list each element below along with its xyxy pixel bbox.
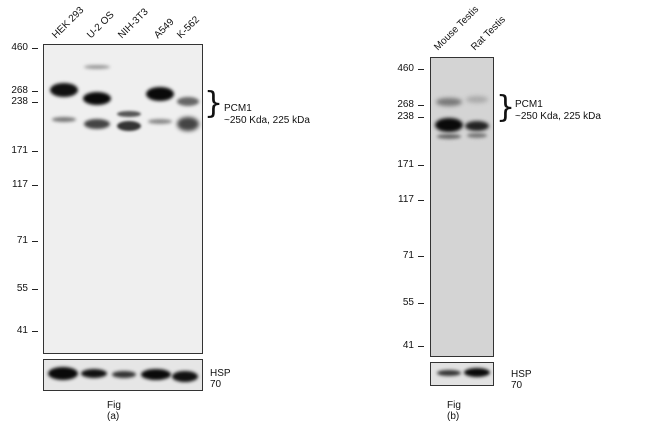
lane-label-a549: A549	[152, 16, 177, 41]
band	[112, 371, 136, 378]
blot-a-main	[43, 44, 203, 354]
band	[146, 87, 174, 101]
lane-label-u2os: U-2 OS	[85, 9, 117, 41]
band	[141, 369, 171, 380]
control-label-b: HSP 70	[511, 369, 532, 391]
band	[52, 117, 76, 122]
band	[117, 121, 141, 131]
band	[48, 367, 78, 380]
target-size-b: ~250 Kda, 225 kDa	[515, 111, 601, 122]
lane-label-k562: K-562	[175, 14, 202, 41]
blot-a-control	[43, 359, 203, 391]
band	[177, 117, 199, 131]
lane-label-rat-testis: Rat Testis	[469, 14, 508, 54]
band	[466, 96, 488, 103]
lane-label-nih3t3: NIH-3T3	[116, 6, 151, 41]
target-name-a: PCM1	[224, 103, 252, 114]
band	[172, 371, 198, 382]
blot-b-main	[430, 57, 494, 357]
band	[50, 83, 78, 97]
band	[464, 368, 490, 377]
band	[437, 134, 461, 139]
control-label-a: HSP 70	[210, 368, 231, 390]
target-name-b: PCM1	[515, 99, 543, 110]
band	[117, 111, 141, 117]
lane-label-hek293: HEK 293	[50, 4, 87, 41]
caption-a: Fig (a)	[107, 400, 121, 422]
blot-b-control	[430, 362, 494, 386]
band	[84, 119, 110, 129]
band	[81, 369, 107, 378]
band	[436, 98, 462, 106]
band	[465, 121, 489, 131]
band	[435, 118, 463, 132]
band	[84, 65, 110, 69]
band	[437, 370, 461, 376]
caption-b: Fig (b)	[447, 400, 461, 422]
band	[148, 119, 172, 124]
band	[83, 92, 111, 105]
band	[467, 133, 487, 138]
target-size-a: ~250 Kda, 225 kDa	[224, 115, 310, 126]
band	[177, 97, 199, 106]
bracket-b: }	[496, 90, 516, 125]
bracket-a: }	[204, 86, 224, 121]
